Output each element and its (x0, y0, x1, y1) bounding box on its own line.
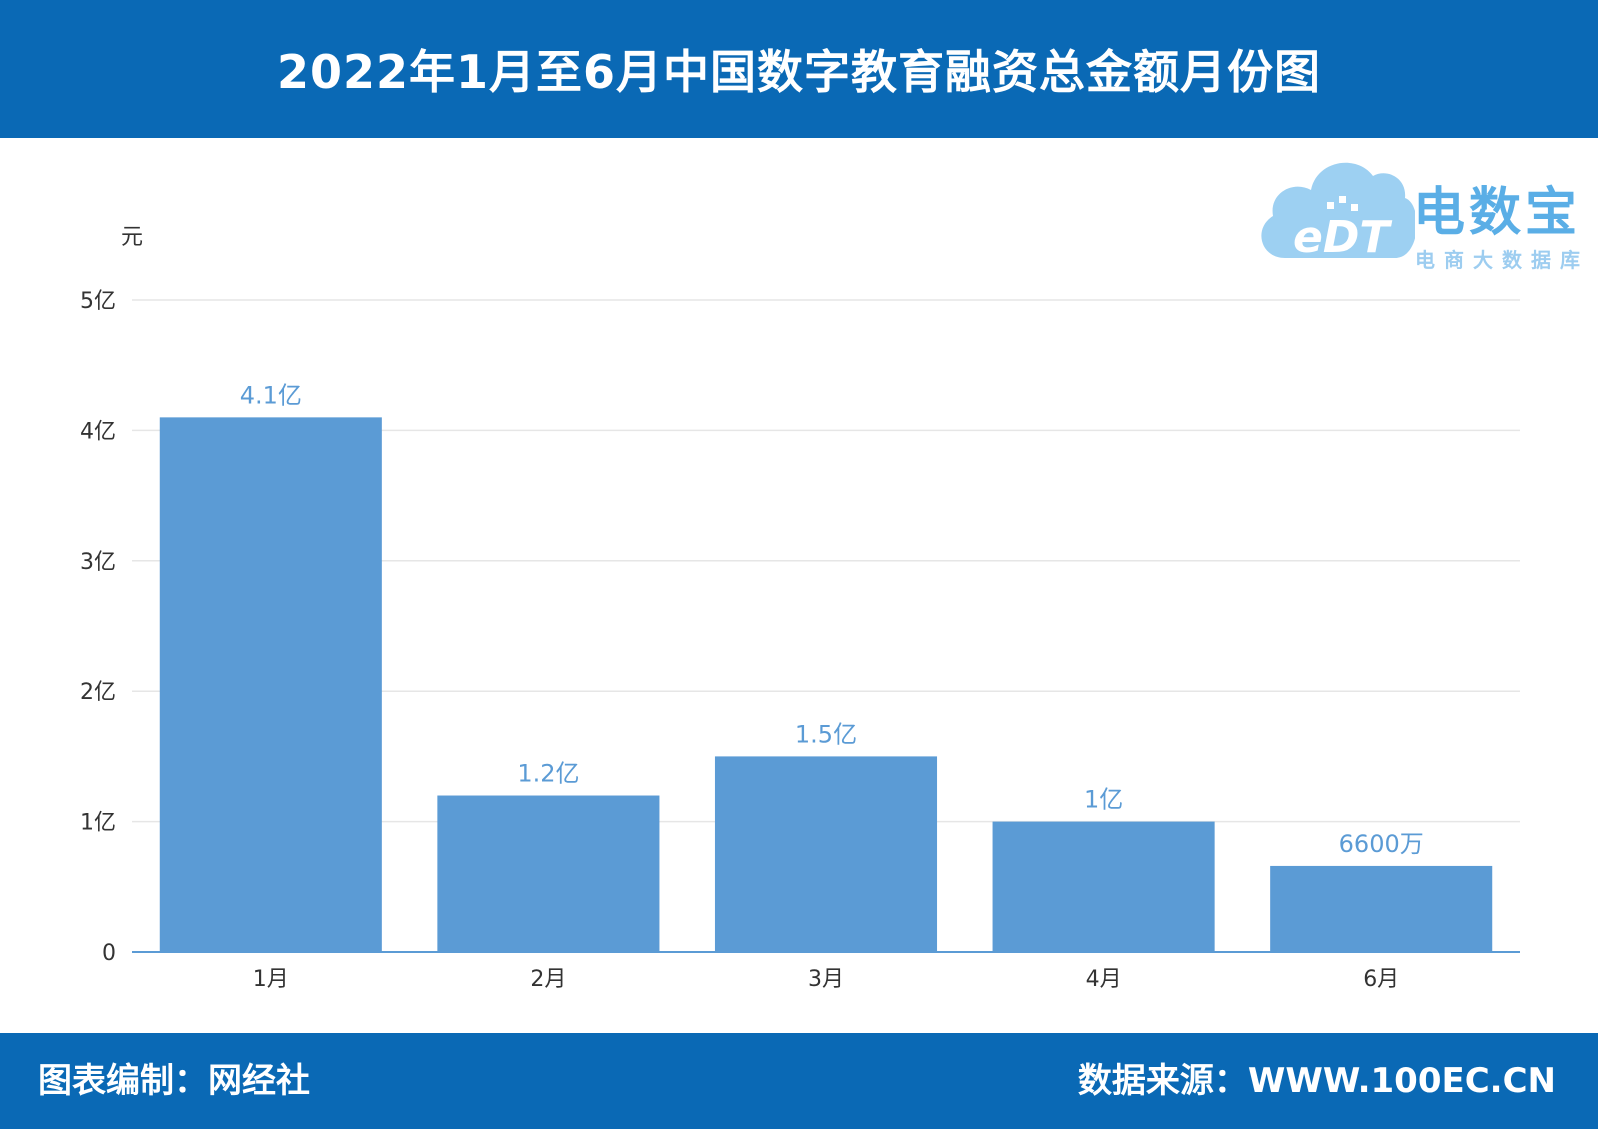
data-labels: 4.1亿 1.2亿 1.5亿 1亿 6600万 (240, 381, 1424, 858)
bar (714, 756, 938, 952)
bar (992, 821, 1215, 952)
x-tick-label: 2月 (530, 967, 566, 992)
y-tick-label: 1亿 (80, 811, 116, 836)
data-label: 4.1亿 (240, 381, 302, 409)
bar (159, 417, 382, 952)
data-label: 1.2亿 (517, 760, 579, 788)
footer-compiler: 图表编制：网经社 (38, 1061, 310, 1101)
x-tick-label: 1月 (253, 967, 289, 992)
edt-logo: eDT 电数宝 电商大数据库 (1255, 148, 1595, 278)
x-tick-label: 4月 (1086, 967, 1122, 992)
y-axis-unit-label: 元 (121, 225, 143, 250)
logo-subtitle: 电商大数据库 (1415, 248, 1589, 272)
logo-brand: 电数宝 (1413, 183, 1582, 243)
y-tick-label: 2亿 (80, 680, 116, 705)
x-axis-ticks: 1月 2月 3月 4月 6月 (253, 967, 1399, 992)
data-label: 6600万 (1339, 830, 1424, 858)
y-axis-ticks: 0 1亿 2亿 3亿 4亿 5亿 (80, 289, 116, 966)
x-tick-label: 6月 (1363, 967, 1399, 992)
data-label: 1.5亿 (795, 720, 857, 748)
bar (1270, 865, 1493, 952)
footer-source: 数据来源：WWW.100EC.CN (1077, 1061, 1556, 1101)
chart-title: 2022年1月至6月中国数字教育融资总金额月份图 (276, 45, 1322, 99)
bar (437, 795, 660, 952)
y-tick-label: 4亿 (80, 419, 116, 444)
x-tick-label: 3月 (808, 967, 844, 992)
y-tick-label: 3亿 (80, 550, 116, 575)
y-tick-label: 0 (102, 941, 116, 966)
chart-header: 2022年1月至6月中国数字教育融资总金额月份图 (0, 0, 1598, 138)
grid-lines (132, 299, 1520, 823)
data-label: 1亿 (1084, 786, 1123, 814)
chart-footer: 图表编制：网经社 数据来源：WWW.100EC.CN (0, 1033, 1598, 1129)
bars (159, 417, 1493, 952)
cloud-logo-icon: eDT (1261, 162, 1417, 263)
logo-mark-text: eDT (1293, 212, 1392, 263)
y-tick-label: 5亿 (80, 289, 116, 314)
